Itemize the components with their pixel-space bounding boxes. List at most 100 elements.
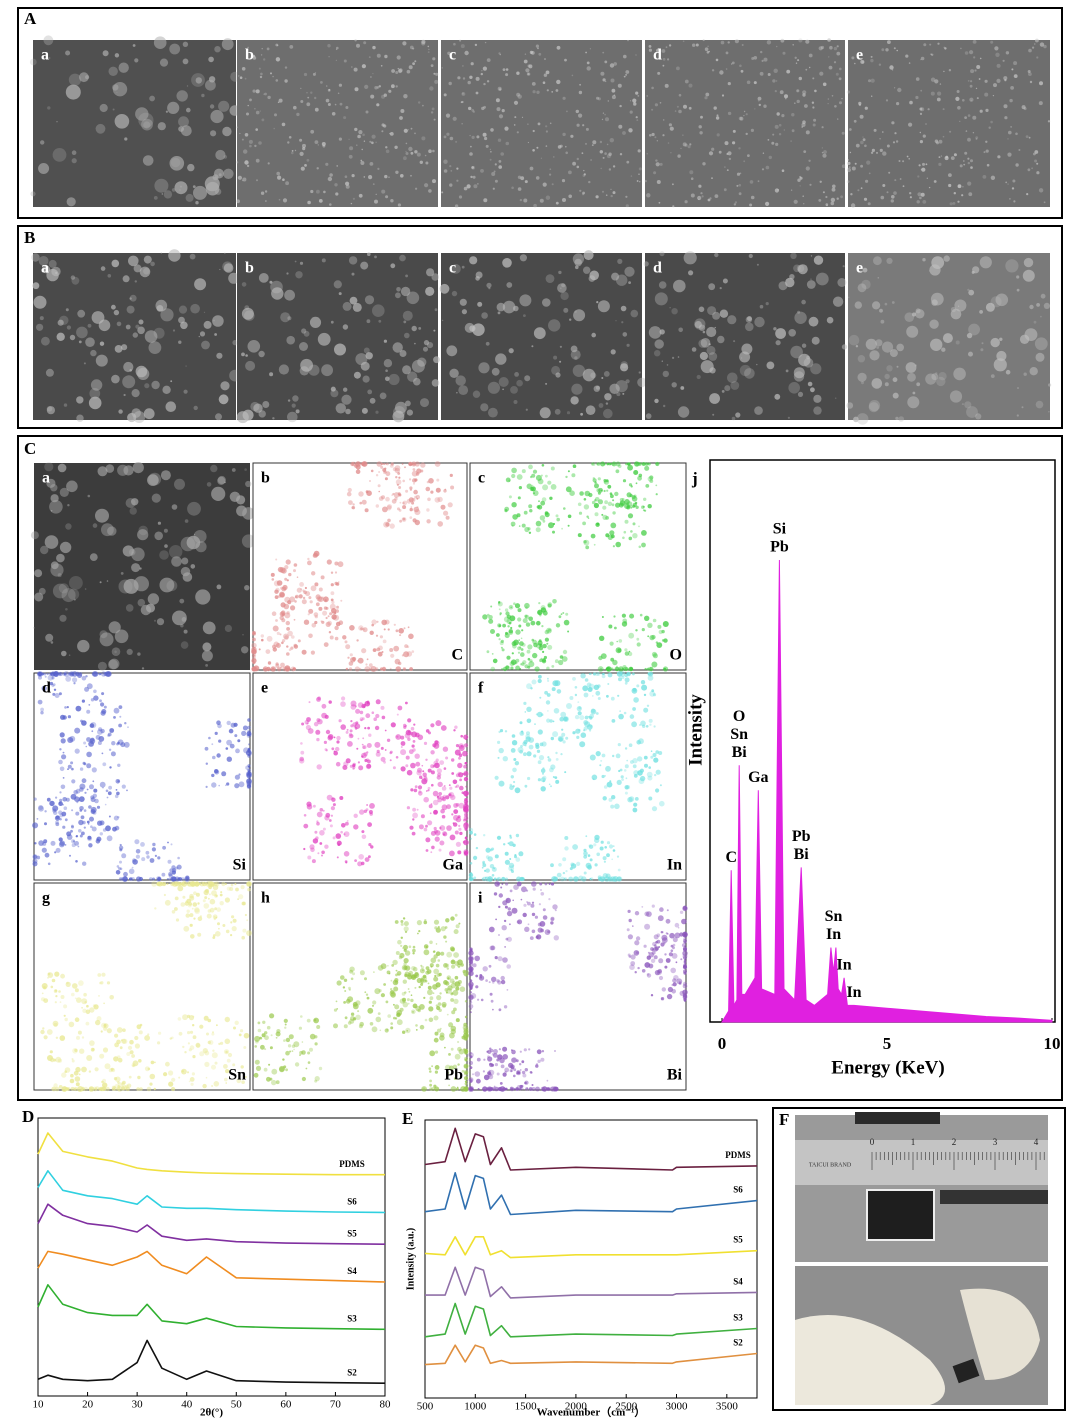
texture (408, 633, 414, 640)
texture (386, 462, 389, 466)
texture (364, 295, 375, 305)
texture (623, 711, 627, 715)
texture (918, 164, 921, 167)
texture (208, 76, 216, 83)
texture (435, 963, 440, 968)
texture (704, 96, 708, 100)
texture (517, 94, 522, 99)
texture (79, 72, 89, 83)
texture (102, 762, 107, 767)
texture (506, 282, 513, 288)
texture (595, 672, 600, 676)
texture (585, 835, 588, 838)
texture (70, 761, 74, 765)
texture (552, 680, 559, 687)
texture (220, 1041, 224, 1045)
texture (33, 295, 47, 309)
texture (163, 1072, 168, 1077)
texture (583, 692, 589, 698)
texture (463, 818, 466, 822)
texture (562, 132, 566, 137)
texture (177, 877, 180, 881)
texture (578, 728, 581, 732)
texture (483, 105, 486, 109)
texture (45, 633, 54, 642)
texture (420, 398, 429, 408)
texture (78, 796, 85, 802)
texture (176, 864, 182, 870)
element-map (469, 461, 687, 672)
texture (215, 413, 222, 421)
texture (90, 797, 96, 803)
texture (410, 994, 413, 996)
texture (532, 149, 535, 152)
texture (713, 106, 717, 110)
texture (608, 168, 612, 171)
texture (43, 998, 49, 1003)
texture (247, 725, 251, 730)
texture (41, 672, 45, 676)
texture (520, 648, 524, 651)
texture (629, 613, 635, 619)
texture (773, 327, 777, 331)
texture (272, 625, 279, 632)
texture (548, 898, 551, 901)
texture (507, 842, 510, 845)
texture (584, 490, 591, 497)
texture (399, 952, 405, 959)
texture (380, 65, 383, 67)
texture (583, 851, 588, 856)
texture (38, 805, 44, 812)
texture (211, 743, 214, 746)
texture (84, 1001, 87, 1004)
texture (552, 599, 557, 604)
texture (646, 193, 651, 198)
texture (154, 178, 169, 193)
texture (508, 479, 511, 482)
texture (118, 705, 123, 709)
texture (483, 82, 486, 86)
texture (306, 1018, 311, 1023)
texture (443, 510, 449, 516)
texture (509, 858, 512, 860)
texture (551, 365, 561, 375)
texture (248, 777, 250, 780)
texture (401, 654, 404, 657)
texture (590, 533, 596, 539)
texture (544, 511, 549, 515)
texture (281, 641, 284, 645)
texture (301, 649, 307, 655)
texture (135, 324, 140, 329)
texture (239, 132, 241, 135)
texture (248, 765, 250, 768)
texture (519, 198, 523, 202)
texture (412, 518, 417, 523)
texture (97, 820, 103, 826)
texture (653, 171, 657, 175)
texture (492, 658, 498, 664)
texture (218, 739, 222, 743)
texture (434, 461, 441, 467)
texture (228, 728, 234, 734)
texture (122, 375, 136, 389)
texture (624, 785, 629, 790)
texture (366, 996, 370, 1000)
texture (461, 92, 464, 95)
texture (167, 859, 172, 864)
texture (254, 144, 257, 148)
texture (395, 973, 398, 977)
texture (231, 926, 237, 932)
texture (219, 893, 223, 897)
texture (601, 377, 604, 379)
image-bg (237, 253, 438, 420)
texture (818, 46, 823, 51)
texture (456, 167, 459, 170)
texture (76, 1035, 80, 1040)
texture (494, 179, 498, 183)
texture (647, 666, 652, 672)
texture (538, 645, 544, 651)
texture (433, 356, 440, 364)
texture (498, 114, 504, 119)
texture (668, 44, 672, 47)
texture (116, 1027, 123, 1033)
